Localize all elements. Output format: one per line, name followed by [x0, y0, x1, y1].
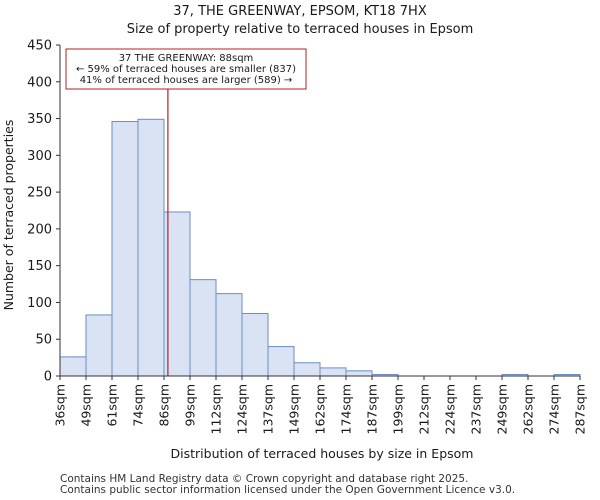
chart-subtitle: Size of property relative to terraced ho… [126, 22, 474, 37]
bar-49sqm [85, 314, 113, 377]
y-tick-label-250: 250 [27, 186, 52, 201]
y-tick-label-200: 200 [27, 222, 52, 237]
x-tick-label-199sqm: 199sqm [391, 384, 406, 434]
x-tick-label-149sqm: 149sqm [287, 384, 302, 434]
x-tick-label-124sqm: 124sqm [235, 384, 250, 434]
y-tick-label-400: 400 [27, 75, 52, 90]
bar-61sqm [111, 120, 139, 377]
footer-line-2: Contains public sector information licen… [60, 484, 516, 496]
y-axis-label: Number of terraced properties [1, 120, 16, 311]
x-tick-label-137sqm: 137sqm [261, 384, 276, 434]
bar-74sqm [137, 118, 165, 377]
y-tick-label-350: 350 [27, 112, 52, 127]
x-tick-label-99sqm: 99sqm [183, 384, 198, 427]
x-tick-label-287sqm: 287sqm [573, 384, 588, 434]
annotation-box: 37 THE GREENWAY: 88sqm ← 59% of terraced… [65, 48, 307, 90]
y-tick-label-300: 300 [27, 149, 52, 164]
x-tick-label-162sqm: 162sqm [313, 384, 328, 434]
x-tick-label-237sqm: 237sqm [469, 384, 484, 434]
x-tick-label-49sqm: 49sqm [79, 384, 94, 427]
y-tick-label-150: 150 [27, 259, 52, 274]
bar-36sqm [59, 356, 87, 377]
bar-137sqm [267, 346, 295, 377]
x-tick-label-262sqm: 262sqm [521, 384, 536, 434]
y-tick-label-450: 450 [27, 39, 52, 54]
bar-99sqm [189, 279, 217, 377]
x-tick-label-61sqm: 61sqm [105, 384, 120, 427]
annotation-line-2: ← 59% of terraced houses are smaller (83… [76, 64, 296, 75]
x-axis-label: Distribution of terraced houses by size … [171, 446, 474, 461]
bar-112sqm [215, 293, 243, 377]
x-tick-label-174sqm: 174sqm [339, 384, 354, 434]
x-tick-label-74sqm: 74sqm [131, 384, 146, 427]
x-tick-label-112sqm: 112sqm [209, 384, 224, 434]
bar-124sqm [241, 312, 269, 377]
annotation-line-1: 37 THE GREENWAY: 88sqm [119, 53, 254, 64]
x-tick-label-36sqm: 36sqm [53, 384, 68, 427]
footer-line-1: Contains HM Land Registry data © Crown c… [60, 473, 469, 485]
x-tick-label-187sqm: 187sqm [365, 384, 380, 434]
bar-149sqm [293, 362, 321, 377]
y-tick-label-100: 100 [27, 296, 52, 311]
x-tick-label-274sqm: 274sqm [547, 384, 562, 434]
bar-174sqm [345, 370, 373, 377]
y-tick-label-50: 50 [35, 333, 52, 348]
x-tick-label-224sqm: 224sqm [443, 384, 458, 434]
chart-title: 37, THE GREENWAY, EPSOM, KT18 7HX [173, 4, 427, 19]
x-tick-label-212sqm: 212sqm [417, 384, 432, 434]
annotation-line-3: 41% of terraced houses are larger (589) … [80, 75, 293, 86]
y-tick-label-0: 0 [44, 370, 52, 385]
x-tick-label-249sqm: 249sqm [495, 384, 510, 434]
x-tick-label-86sqm: 86sqm [157, 384, 172, 427]
bar-162sqm [319, 367, 347, 377]
